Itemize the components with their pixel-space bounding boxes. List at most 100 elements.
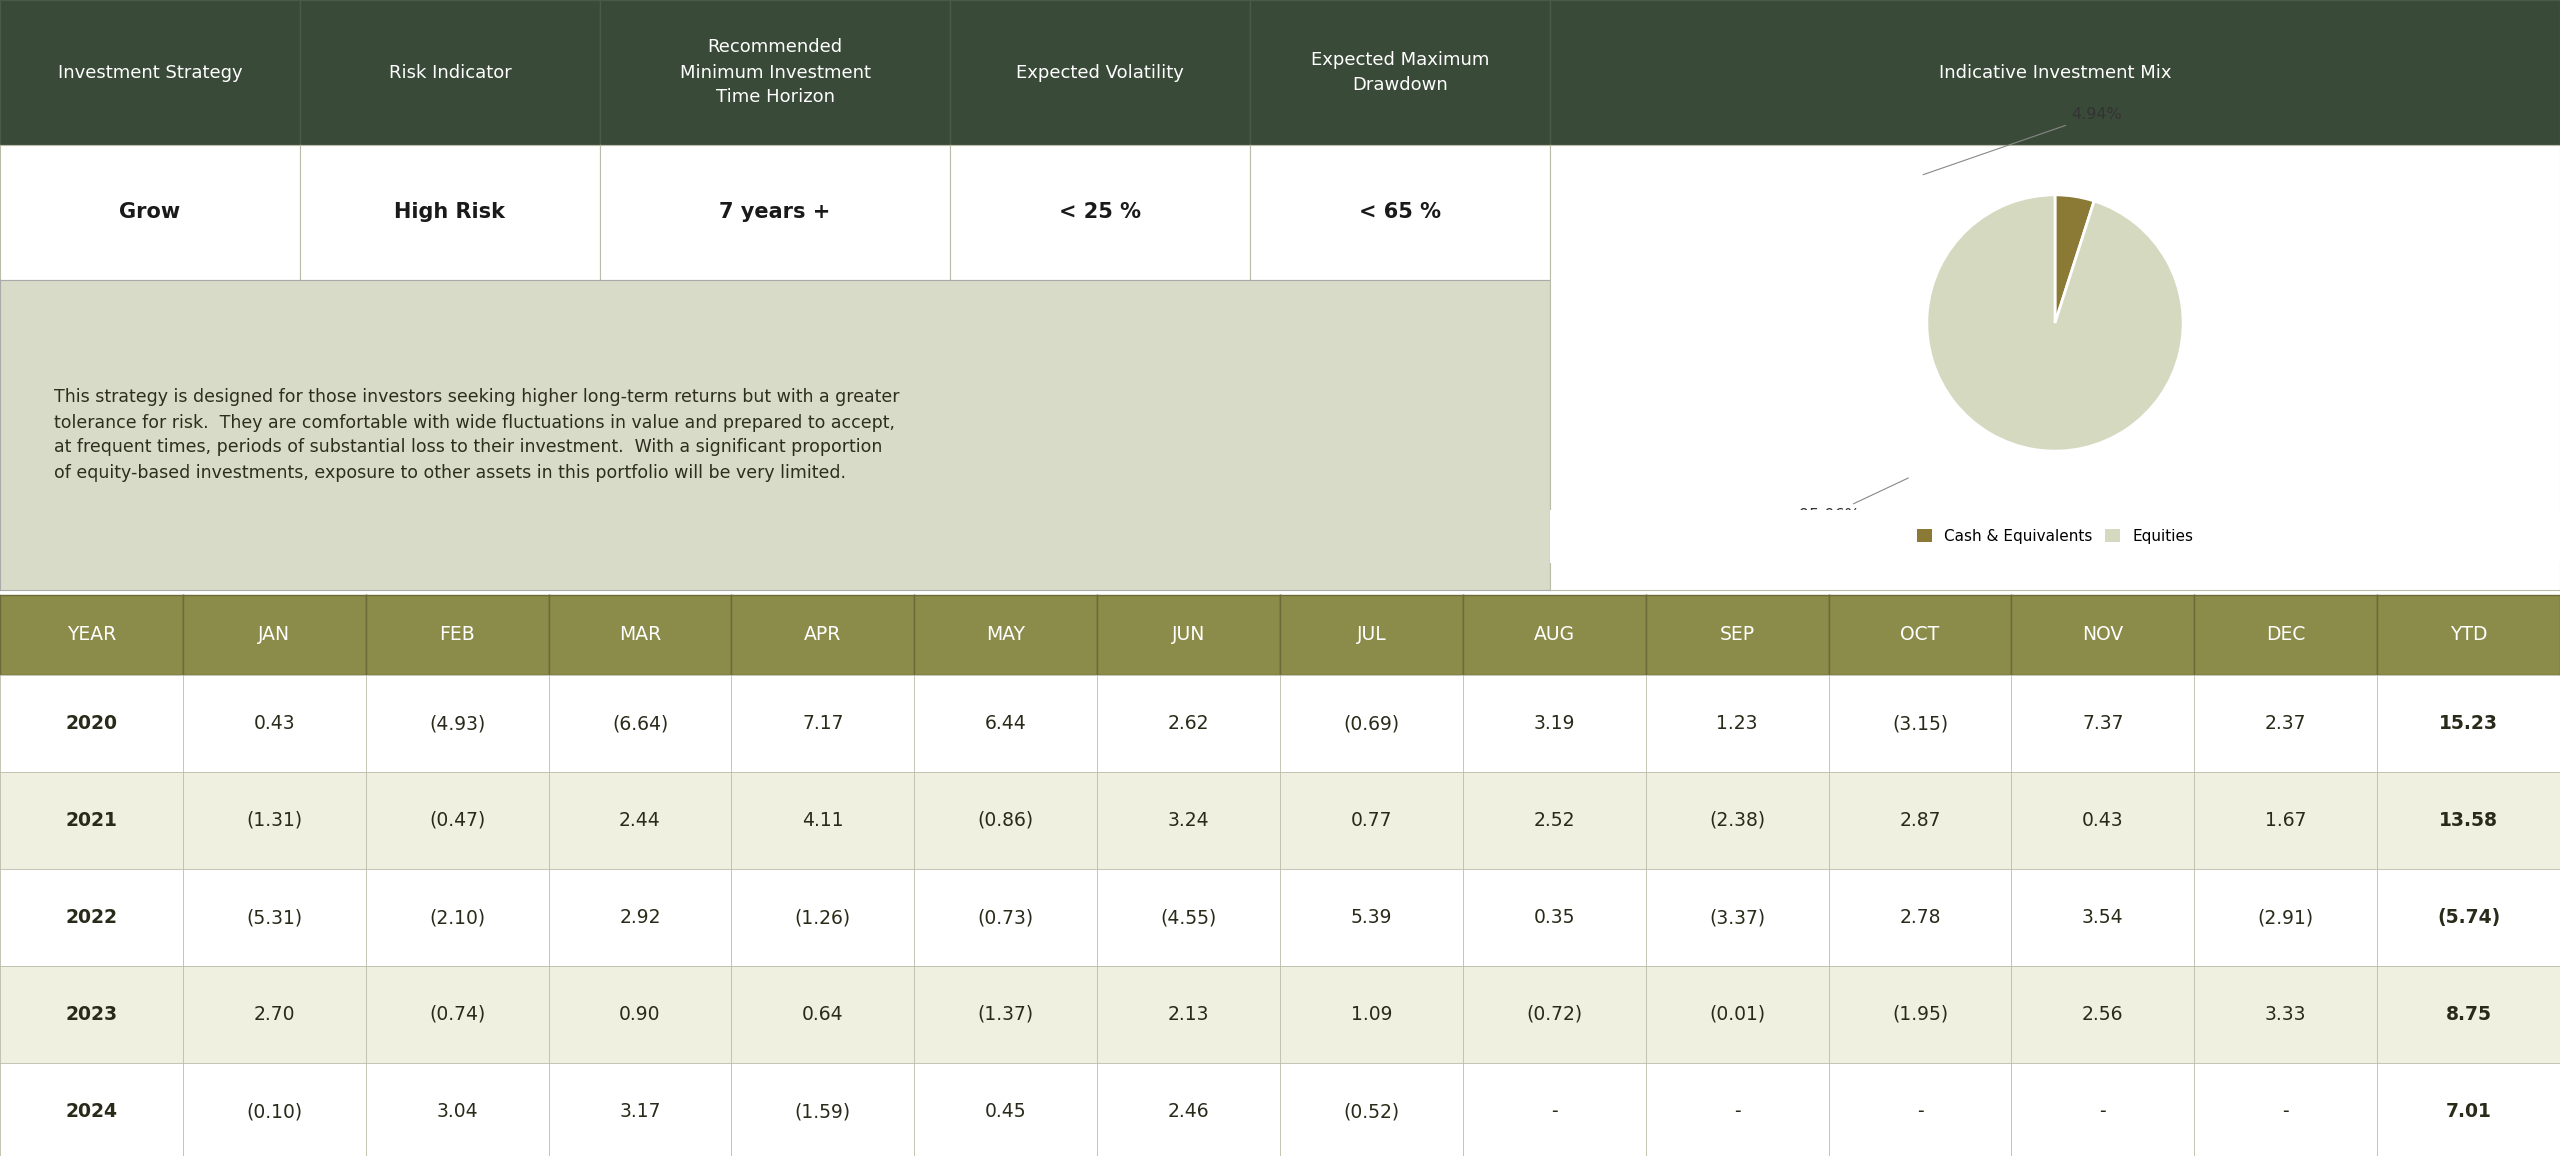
Text: (0.52): (0.52) [1344,1102,1400,1121]
Text: (3.37): (3.37) [1710,907,1766,927]
Text: 2021: 2021 [67,812,118,830]
Text: JAN: JAN [259,625,289,645]
Text: This strategy is designed for those investors seeking higher long-term returns b: This strategy is designed for those inve… [54,388,899,482]
Text: -: - [1917,1102,1923,1121]
Text: (0.72): (0.72) [1526,1005,1582,1024]
Text: 13.58: 13.58 [2440,812,2499,830]
Text: 2.92: 2.92 [620,907,660,927]
Text: (1.31): (1.31) [246,812,302,830]
Text: DEC: DEC [2266,625,2307,645]
Text: 0.90: 0.90 [620,1005,660,1024]
Text: < 25 %: < 25 % [1060,202,1142,222]
Text: Expected Maximum
Drawdown: Expected Maximum Drawdown [1311,51,1490,94]
Text: 8.75: 8.75 [2445,1005,2491,1024]
Text: Indicative Investment Mix: Indicative Investment Mix [1938,64,2171,82]
Text: 2.70: 2.70 [253,1005,294,1024]
Text: 2.44: 2.44 [620,812,660,830]
Text: 3.17: 3.17 [620,1102,660,1121]
Text: 3.54: 3.54 [2081,907,2125,927]
Text: 2022: 2022 [67,907,118,927]
Text: (5.74): (5.74) [2437,907,2501,927]
Text: (2.38): (2.38) [1710,812,1766,830]
Text: YEAR: YEAR [67,625,115,645]
Text: 1.23: 1.23 [1715,714,1759,733]
Text: 3.04: 3.04 [435,1102,479,1121]
Text: 1.67: 1.67 [2266,812,2307,830]
Text: (0.74): (0.74) [430,1005,486,1024]
Text: JUL: JUL [1357,625,1388,645]
Text: (1.37): (1.37) [978,1005,1034,1024]
Text: (6.64): (6.64) [612,714,668,733]
Text: FEB: FEB [440,625,476,645]
Text: 0.77: 0.77 [1352,812,1393,830]
Text: (0.01): (0.01) [1710,1005,1766,1024]
Text: Investment Strategy: Investment Strategy [59,64,243,82]
Text: 3.19: 3.19 [1533,714,1574,733]
Text: SEP: SEP [1720,625,1754,645]
Text: OCT: OCT [1900,625,1940,645]
Text: Recommended
Minimum Investment
Time Horizon: Recommended Minimum Investment Time Hori… [678,38,870,106]
Text: APR: APR [804,625,842,645]
Text: (5.31): (5.31) [246,907,302,927]
Text: 7.01: 7.01 [2445,1102,2491,1121]
Text: (0.69): (0.69) [1344,714,1400,733]
Text: 3.24: 3.24 [1167,812,1208,830]
Text: (1.95): (1.95) [1892,1005,1948,1024]
Text: MAR: MAR [620,625,660,645]
Text: JUN: JUN [1172,625,1206,645]
Text: 7.37: 7.37 [2081,714,2125,733]
Text: 2.62: 2.62 [1167,714,1208,733]
Text: (3.15): (3.15) [1892,714,1948,733]
Text: YTD: YTD [2450,625,2488,645]
Text: < 65 %: < 65 % [1359,202,1441,222]
Text: 0.43: 0.43 [253,714,294,733]
Text: -: - [2099,1102,2107,1121]
Text: 0.45: 0.45 [986,1102,1027,1121]
Text: 4.11: 4.11 [801,812,845,830]
Text: (4.55): (4.55) [1160,907,1216,927]
Text: -: - [1733,1102,1741,1121]
Text: 0.35: 0.35 [1533,907,1574,927]
Text: (1.59): (1.59) [794,1102,850,1121]
Wedge shape [1928,195,2184,451]
Text: AUG: AUG [1533,625,1574,645]
Text: 15.23: 15.23 [2440,714,2499,733]
Text: (0.47): (0.47) [430,812,486,830]
Text: 4.94%: 4.94% [1923,108,2122,175]
Text: -: - [1551,1102,1556,1121]
Legend: Cash & Equivalents, Equities: Cash & Equivalents, Equities [1910,523,2199,550]
Text: MAY: MAY [986,625,1024,645]
Text: (4.93): (4.93) [430,714,486,733]
Text: 2.46: 2.46 [1167,1102,1208,1121]
Text: 0.64: 0.64 [801,1005,845,1024]
Text: 2.78: 2.78 [1900,907,1940,927]
Text: High Risk: High Risk [394,202,504,222]
Text: Risk Indicator: Risk Indicator [389,64,512,82]
Text: 3.33: 3.33 [2266,1005,2307,1024]
Text: 2.56: 2.56 [2081,1005,2125,1024]
Text: (0.86): (0.86) [978,812,1034,830]
Wedge shape [2056,195,2094,323]
Text: (1.26): (1.26) [794,907,850,927]
Text: (2.10): (2.10) [430,907,486,927]
Text: NOV: NOV [2081,625,2122,645]
Text: (0.73): (0.73) [978,907,1034,927]
Text: 2023: 2023 [67,1005,118,1024]
Text: (2.91): (2.91) [2258,907,2314,927]
Text: 7.17: 7.17 [801,714,845,733]
Text: 6.44: 6.44 [986,714,1027,733]
Text: 0.43: 0.43 [2081,812,2125,830]
Text: 2.13: 2.13 [1167,1005,1208,1024]
Text: 2.87: 2.87 [1900,812,1940,830]
Text: 2024: 2024 [67,1102,118,1121]
Text: 2020: 2020 [67,714,118,733]
Text: -: - [2284,1102,2289,1121]
Text: 2.37: 2.37 [2266,714,2307,733]
Text: 7 years +: 7 years + [719,202,829,222]
Text: 1.09: 1.09 [1352,1005,1393,1024]
Text: (0.10): (0.10) [246,1102,302,1121]
Text: Expected Volatility: Expected Volatility [1016,64,1183,82]
Text: 5.39: 5.39 [1352,907,1393,927]
Text: 95.06%: 95.06% [1800,477,1907,523]
Text: 2.52: 2.52 [1533,812,1574,830]
